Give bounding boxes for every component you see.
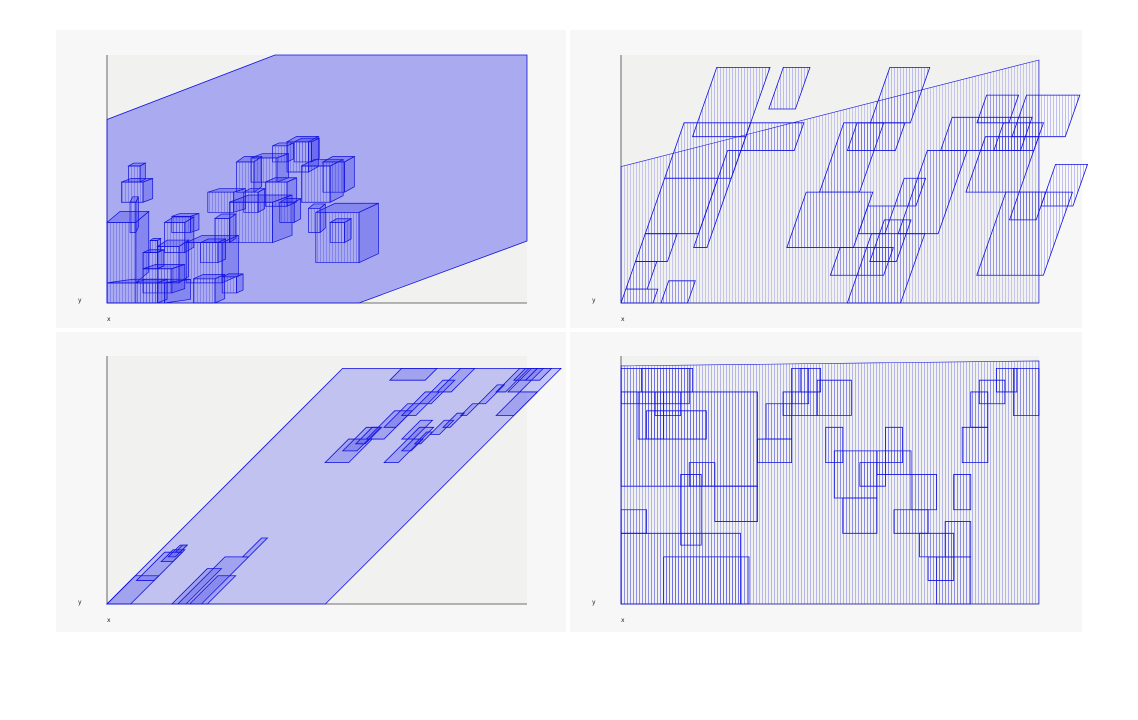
data-rect bbox=[400, 438, 424, 452]
subplot-top-right: y x bbox=[570, 30, 1089, 328]
y-axis-label: y bbox=[78, 599, 82, 606]
data-rect bbox=[1011, 94, 1081, 138]
data-rect bbox=[278, 198, 303, 223]
data-rect bbox=[646, 410, 707, 440]
data-rect bbox=[691, 67, 771, 138]
data-rect bbox=[953, 474, 972, 511]
data-rect bbox=[846, 122, 906, 151]
data-rect bbox=[757, 438, 793, 464]
data-rect bbox=[944, 521, 972, 558]
x-axis-label: x bbox=[107, 617, 111, 624]
data-rect bbox=[620, 509, 647, 534]
data-rect bbox=[663, 556, 750, 605]
data-rect bbox=[129, 196, 139, 233]
data-rect bbox=[495, 391, 539, 416]
data-rect bbox=[328, 218, 353, 244]
data-rect bbox=[265, 177, 298, 207]
data-rect bbox=[869, 67, 931, 124]
data-rect bbox=[641, 368, 694, 393]
data-rect bbox=[388, 368, 439, 381]
data-rect bbox=[321, 155, 356, 193]
data-rect bbox=[106, 210, 150, 284]
data-rect bbox=[221, 273, 244, 294]
data-rect bbox=[383, 426, 435, 464]
x-axis-label: x bbox=[107, 316, 111, 323]
subplot-bottom-right: y x bbox=[570, 332, 1082, 632]
data-rect bbox=[429, 419, 455, 435]
data-rect bbox=[293, 137, 320, 163]
data-rect bbox=[477, 384, 506, 405]
data-rect bbox=[885, 426, 903, 464]
data-rect bbox=[816, 379, 852, 416]
chart-canvas-top-right bbox=[620, 55, 1089, 304]
data-rect bbox=[654, 391, 682, 416]
data-rect bbox=[842, 497, 878, 534]
data-rect bbox=[174, 544, 189, 553]
data-rect bbox=[976, 94, 1020, 124]
data-rect bbox=[740, 122, 805, 151]
data-rect bbox=[127, 162, 147, 183]
x-axis-label: x bbox=[621, 316, 625, 323]
subplot-bottom-left: y x bbox=[56, 332, 566, 632]
data-rect bbox=[893, 509, 929, 534]
data-rect bbox=[1013, 368, 1040, 416]
data-rect bbox=[188, 575, 237, 605]
x-axis-label: x bbox=[621, 617, 625, 624]
data-rect bbox=[620, 288, 659, 304]
chart-canvas-bottom-left bbox=[106, 356, 562, 605]
data-rect bbox=[193, 273, 226, 304]
chart-canvas-top-left bbox=[106, 54, 528, 304]
y-axis-label: y bbox=[78, 297, 82, 304]
data-rect bbox=[961, 426, 989, 464]
subplot-top-left: y x bbox=[56, 30, 566, 328]
data-rect bbox=[688, 462, 716, 487]
data-rect bbox=[160, 549, 186, 562]
data-rect bbox=[1040, 164, 1089, 207]
data-rect bbox=[910, 474, 938, 511]
data-rect bbox=[436, 368, 476, 393]
y-axis-label: y bbox=[592, 599, 596, 606]
data-rect bbox=[799, 368, 822, 393]
y-axis-label: y bbox=[592, 297, 596, 304]
data-rect bbox=[354, 426, 383, 445]
plot-area bbox=[107, 356, 527, 604]
data-rect bbox=[660, 280, 696, 304]
data-rect bbox=[786, 191, 874, 248]
data-rect bbox=[524, 368, 553, 381]
data-rect bbox=[714, 485, 758, 522]
data-rect bbox=[442, 412, 466, 428]
data-rect bbox=[936, 556, 972, 605]
chart-canvas-bottom-right bbox=[620, 356, 1040, 605]
data-rect bbox=[768, 67, 811, 110]
data-rect bbox=[242, 187, 267, 213]
data-rect bbox=[241, 537, 269, 558]
